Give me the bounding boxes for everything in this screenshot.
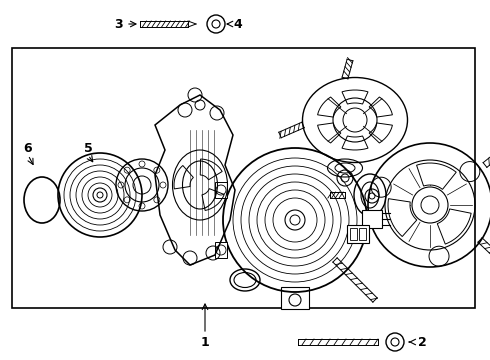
Polygon shape bbox=[437, 209, 471, 244]
Polygon shape bbox=[416, 163, 456, 189]
Text: 4: 4 bbox=[234, 18, 243, 31]
Bar bbox=[347, 225, 369, 243]
Bar bbox=[215, 182, 227, 198]
Bar bbox=[350, 228, 357, 240]
Bar bbox=[362, 210, 382, 228]
Text: 6: 6 bbox=[24, 141, 32, 154]
Text: 1: 1 bbox=[200, 336, 209, 348]
Text: 2: 2 bbox=[417, 336, 426, 348]
Polygon shape bbox=[388, 199, 417, 237]
Bar bbox=[215, 242, 227, 258]
Bar bbox=[12, 48, 475, 308]
Text: 5: 5 bbox=[84, 141, 93, 154]
Text: 3: 3 bbox=[114, 18, 122, 31]
Bar bbox=[359, 228, 366, 240]
Bar bbox=[281, 287, 309, 309]
